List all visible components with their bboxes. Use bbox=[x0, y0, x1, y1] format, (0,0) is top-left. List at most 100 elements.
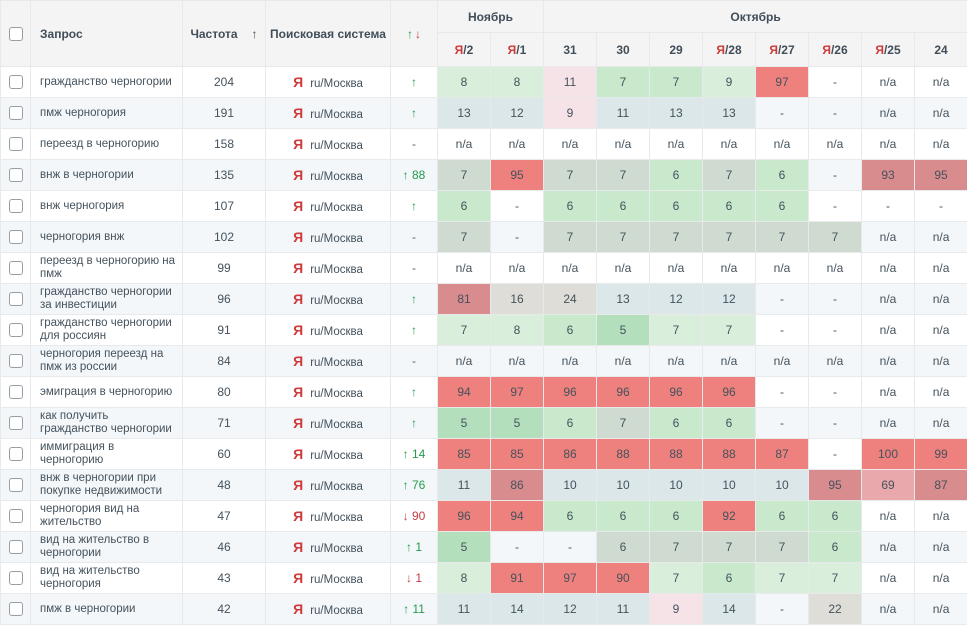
row-checkbox[interactable] bbox=[8, 447, 23, 462]
row-checkbox[interactable] bbox=[8, 509, 23, 524]
position-cell: 5 bbox=[490, 407, 544, 439]
position-cell: 95 bbox=[913, 159, 967, 191]
date-column-header[interactable]: Я/28 bbox=[702, 32, 756, 67]
row-select-cell bbox=[0, 128, 31, 160]
frequency-cell: 191 bbox=[182, 97, 266, 129]
date-column-header[interactable]: 30 bbox=[596, 32, 650, 67]
position-cell: 97 bbox=[543, 562, 597, 594]
row-checkbox[interactable] bbox=[8, 261, 23, 276]
frequency-cell: 80 bbox=[182, 376, 266, 408]
month-group-october: Октябрь bbox=[542, 0, 967, 33]
position-cell: 22 bbox=[808, 593, 862, 625]
yandex-icon: Я bbox=[293, 74, 304, 90]
row-checkbox[interactable] bbox=[8, 571, 23, 586]
row-select-cell bbox=[0, 345, 31, 377]
position-cell: 95 bbox=[808, 469, 862, 501]
yandex-icon: Я bbox=[293, 229, 304, 245]
position-cell: - bbox=[808, 190, 862, 222]
change-cell: ↑ 76 bbox=[390, 469, 438, 501]
position-cell: 9 bbox=[649, 593, 703, 625]
row-checkbox[interactable] bbox=[8, 478, 23, 493]
date-column-header[interactable]: 31 bbox=[543, 32, 597, 67]
frequency-cell: 158 bbox=[182, 128, 266, 160]
date-column-header[interactable]: 29 bbox=[649, 32, 703, 67]
date-column-header[interactable]: Я/27 bbox=[755, 32, 809, 67]
position-cell: n/a bbox=[913, 407, 967, 439]
frequency-column-header[interactable]: Частота ↑ bbox=[182, 0, 266, 67]
position-cell: n/a bbox=[861, 128, 915, 160]
position-cell: 7 bbox=[649, 221, 703, 253]
row-checkbox[interactable] bbox=[8, 106, 23, 121]
position-cell: 86 bbox=[490, 469, 544, 501]
row-select-cell bbox=[0, 159, 31, 191]
row-checkbox[interactable] bbox=[8, 540, 23, 555]
position-cell: n/a bbox=[596, 345, 650, 377]
row-select-cell bbox=[0, 593, 31, 625]
frequency-cell: 107 bbox=[182, 190, 266, 222]
position-cell: 5 bbox=[596, 314, 650, 346]
change-cell: - bbox=[390, 252, 438, 284]
frequency-cell: 204 bbox=[182, 66, 266, 98]
row-checkbox[interactable] bbox=[8, 137, 23, 152]
position-cell: 11 bbox=[437, 469, 491, 501]
row-checkbox[interactable] bbox=[8, 199, 23, 214]
query-cell: вид на жительство в черногории bbox=[30, 531, 183, 563]
position-cell: - bbox=[808, 376, 862, 408]
row-checkbox[interactable] bbox=[8, 168, 23, 183]
position-cell: 6 bbox=[755, 190, 809, 222]
change-column-header[interactable]: ↑ ↓ bbox=[390, 0, 438, 67]
row-checkbox[interactable] bbox=[8, 602, 23, 617]
date-column-header[interactable]: Я/2 bbox=[437, 32, 491, 67]
row-checkbox[interactable] bbox=[8, 230, 23, 245]
position-cell: - bbox=[755, 97, 809, 129]
position-cell: n/a bbox=[861, 500, 915, 532]
date-column-header[interactable]: Я/25 bbox=[861, 32, 915, 67]
position-cell: n/a bbox=[913, 128, 967, 160]
position-cell: 12 bbox=[702, 283, 756, 315]
row-checkbox[interactable] bbox=[8, 323, 23, 338]
position-cell: 6 bbox=[596, 500, 650, 532]
position-cell: 6 bbox=[543, 314, 597, 346]
sort-ascending-icon[interactable]: ↑ bbox=[251, 26, 258, 41]
position-cell: n/a bbox=[702, 345, 756, 377]
date-column-header[interactable]: Я/1 bbox=[490, 32, 544, 67]
row-checkbox[interactable] bbox=[8, 385, 23, 400]
position-cell: 92 bbox=[702, 500, 756, 532]
position-cell: 9 bbox=[543, 97, 597, 129]
position-cell: n/a bbox=[861, 221, 915, 253]
change-cell: ↑ 88 bbox=[390, 159, 438, 191]
position-cell: 88 bbox=[649, 438, 703, 470]
yandex-icon: Я bbox=[293, 291, 304, 307]
query-cell: внж в черногории bbox=[30, 159, 183, 191]
row-checkbox[interactable] bbox=[8, 354, 23, 369]
position-cell: 16 bbox=[490, 283, 544, 315]
frequency-cell: 96 bbox=[182, 283, 266, 315]
row-checkbox[interactable] bbox=[8, 75, 23, 90]
row-checkbox[interactable] bbox=[8, 416, 23, 431]
position-cell: 7 bbox=[808, 221, 862, 253]
row-checkbox[interactable] bbox=[8, 292, 23, 307]
position-cell: 86 bbox=[543, 438, 597, 470]
position-cell: 6 bbox=[702, 407, 756, 439]
position-cell: 7 bbox=[649, 531, 703, 563]
position-cell: 96 bbox=[543, 376, 597, 408]
position-cell: 99 bbox=[913, 438, 967, 470]
select-all-checkbox[interactable] bbox=[8, 26, 23, 41]
date-column-header[interactable]: Я/26 bbox=[808, 32, 862, 67]
date-column-header[interactable]: 24 bbox=[913, 32, 967, 67]
position-cell: 7 bbox=[543, 221, 597, 253]
position-cell: n/a bbox=[490, 128, 544, 160]
frequency-cell: 102 bbox=[182, 221, 266, 253]
row-select-cell bbox=[0, 314, 31, 346]
yandex-icon: Я bbox=[293, 508, 304, 524]
row-select-cell bbox=[0, 190, 31, 222]
